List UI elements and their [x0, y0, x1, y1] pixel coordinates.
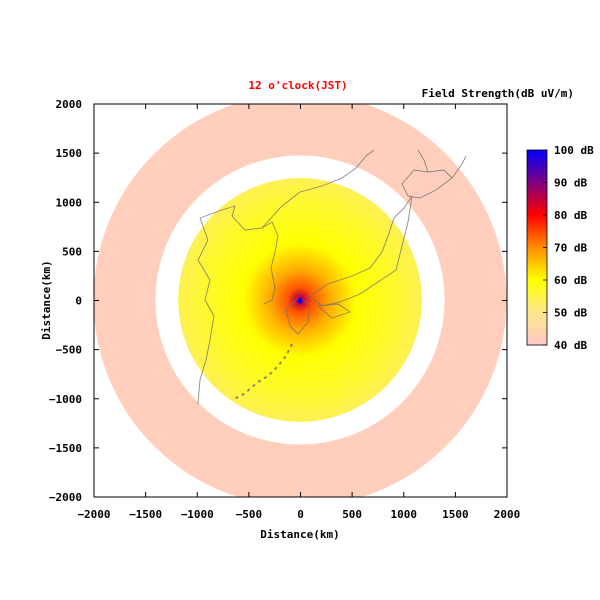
plot-area	[94, 104, 507, 497]
y-tick-label: 2000	[56, 98, 83, 111]
y-tick-label: 1500	[56, 147, 83, 160]
colorbar: 40 dB 50 dB 60 dB 70 dB 80 dB 90 dB 100 dB	[526, 144, 594, 352]
y-tick-label: 1000	[56, 196, 83, 209]
x-tick-label: −2000	[77, 508, 110, 521]
y-tick-label: −500	[56, 344, 83, 357]
chart-title: 12 o'clock(JST)	[248, 79, 347, 92]
coastline-korea	[199, 205, 279, 305]
colorbar-title: Field Strength(dB uV/m)	[422, 87, 574, 100]
y-tick-label: −2000	[49, 491, 82, 504]
x-tick-label: 0	[297, 508, 304, 521]
y-tick-label: −1000	[49, 393, 82, 406]
x-tick-label: −1000	[181, 508, 214, 521]
x-tick-label: −500	[236, 508, 263, 521]
y-tick-label: −1500	[49, 442, 82, 455]
coastline-russia	[261, 149, 375, 229]
coastline-shikoku	[317, 303, 352, 319]
x-axis-label: Distance(km)	[260, 528, 339, 541]
colorbar-tick-label: 100 dB	[554, 144, 594, 157]
x-tick-label: 1500	[442, 508, 469, 521]
colorbar-tick-label: 80 dB	[554, 209, 587, 222]
colorbar-ticks: 40 dB 50 dB 60 dB 70 dB 80 dB 90 dB 100 dB	[543, 144, 594, 352]
y-tick-label: 500	[62, 245, 82, 258]
coastline-kyushu	[285, 297, 311, 335]
colorbar-tick-label: 90 dB	[554, 177, 587, 190]
axis-ticks: −2000 −1500 −1000 −500 0 500 1000 1500 2000 −2000…	[49, 98, 520, 521]
colorbar-tick-label: 40 dB	[554, 339, 587, 352]
outer-field-ring	[94, 104, 507, 497]
coastline-honshu	[309, 195, 413, 307]
x-tick-label: 2000	[494, 508, 521, 521]
y-axis-label: Distance(km)	[40, 260, 53, 339]
y-tick-label: 0	[75, 295, 82, 308]
colorbar-tick-label: 50 dB	[554, 307, 587, 320]
coastline-sakhalin	[417, 149, 429, 173]
kuril-islands	[451, 155, 467, 179]
coastline-map	[197, 149, 467, 405]
x-tick-label: 1000	[391, 508, 418, 521]
colorbar-tick-label: 60 dB	[554, 274, 587, 287]
coastline-china	[197, 217, 215, 405]
colorbar-tick-label: 70 dB	[554, 242, 587, 255]
x-tick-label: −1500	[129, 508, 162, 521]
x-tick-label: 500	[342, 508, 362, 521]
ryukyu-islands	[231, 343, 293, 401]
transmitter-marker	[297, 298, 303, 304]
